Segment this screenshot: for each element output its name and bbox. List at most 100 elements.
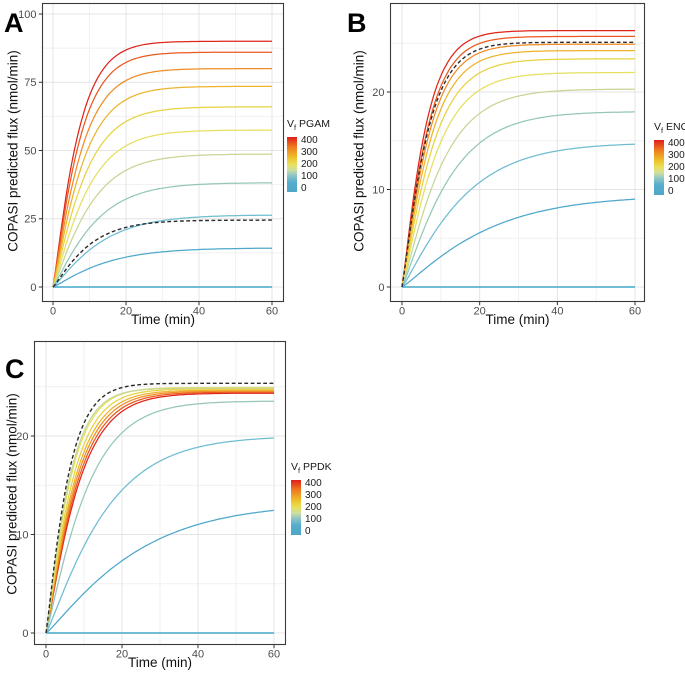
x-axis-title: Time (min) (131, 312, 195, 327)
y-tick-label: 10 (372, 184, 384, 196)
x-axis-title: Time (min) (128, 655, 192, 670)
legend-b: Vf ENO 400 300 200 100 0 (654, 121, 685, 198)
flux-curve (401, 58, 635, 288)
legend-tick-label: 300 (668, 150, 685, 162)
flux-curve (45, 390, 274, 634)
y-axis-title: COPASI predicted flux (nmol/min) (351, 50, 367, 252)
y-tick-label: 10 (16, 529, 28, 541)
y-tick-label: 25 (24, 214, 36, 226)
legend-a: Vf PGAM 400 300 200 100 0 (287, 118, 330, 195)
flux-curve (45, 509, 275, 634)
reference-curve (52, 219, 272, 288)
y-tick-label: 20 (372, 87, 384, 99)
flux-curve (45, 387, 274, 634)
flux-curve (401, 143, 636, 288)
flux-curve (45, 391, 274, 634)
legend-tick-label: 0 (301, 183, 307, 195)
legend-labels: 400 300 200 100 0 (668, 138, 685, 198)
x-tick-label: 20 (116, 649, 128, 661)
x-tick-label: 20 (120, 306, 132, 318)
x-tick-label: 0 (43, 649, 49, 661)
legend-colorbar (287, 137, 297, 193)
reference-curve (401, 41, 635, 288)
legend-tick-label: 400 (301, 135, 318, 147)
x-tick-label: 60 (268, 649, 280, 661)
legend-colorbar (291, 480, 301, 536)
flux-curve (52, 67, 272, 288)
y-axis-title: COPASI predicted flux (nmol/min) (4, 393, 20, 595)
legend-tick-label: 200 (301, 159, 318, 171)
flux-curve (401, 29, 635, 288)
panel-c: 0 20 40 60 0 10 20 C COPASI predicted flux (nm… (0, 338, 343, 677)
legend-tick-label: 100 (305, 514, 322, 526)
flux-curve (401, 49, 635, 288)
flux-curve (52, 214, 272, 288)
legend-tick-label: 100 (668, 174, 685, 186)
panel-border (33, 340, 287, 646)
legend-tick-label: 200 (668, 162, 685, 174)
flux-curve (52, 182, 272, 288)
panel-border (389, 2, 646, 303)
legend-tick-label: 300 (301, 147, 318, 159)
x-tick-label: 0 (399, 306, 405, 318)
panel-label-b: B (347, 8, 367, 38)
y-tick-label: 20 (16, 431, 28, 443)
flux-curve (45, 388, 274, 634)
x-tick-label: 40 (193, 306, 205, 318)
x-tick-label: 40 (551, 306, 563, 318)
x-tick-label: 20 (474, 306, 486, 318)
x-tick-label: 60 (629, 306, 641, 318)
x-tick-label: 60 (266, 306, 278, 318)
flux-curve (401, 35, 635, 288)
panel-label-c: C (5, 354, 25, 384)
flux-curve (52, 106, 272, 288)
plot-area-a: 0 20 40 60 0 25 50 75 100 (18, 2, 285, 318)
flux-curve (401, 71, 635, 288)
y-tick-label: 0 (30, 282, 36, 294)
flux-curve (52, 247, 272, 288)
flux-curve (52, 85, 272, 288)
legend-tick-label: 400 (305, 478, 322, 490)
legend-colorbar (654, 140, 664, 196)
x-axis-title: Time (min) (485, 312, 550, 327)
flux-curve (45, 389, 274, 634)
flux-curve (401, 198, 636, 288)
flux-curve (52, 51, 272, 288)
x-tick-label: 0 (50, 306, 56, 318)
plot-area-c: 0 20 40 60 0 10 20 (16, 340, 287, 661)
y-tick-label: 0 (22, 628, 28, 640)
panel-border (41, 2, 285, 303)
legend-title: Vf PGAM (287, 118, 330, 133)
y-tick-label: 75 (24, 77, 36, 89)
plot-area-b: 0 20 40 60 0 10 20 (372, 2, 646, 318)
flux-curve (401, 88, 635, 288)
flux-curve (401, 43, 635, 288)
legend-tick-label: 200 (305, 502, 322, 514)
legend-title: Vf ENO (654, 121, 685, 136)
panel-label-a: A (4, 8, 24, 38)
y-tick-label: 0 (378, 282, 384, 294)
legend-tick-label: 0 (668, 186, 674, 198)
legend-c: Vf PPDK 400 300 200 100 0 (291, 461, 332, 538)
panel-b: 0 20 40 60 0 10 20 B COPASI predicted flux (nm… (342, 0, 685, 339)
flux-curve (45, 392, 274, 634)
flux-curve (52, 129, 272, 288)
flux-curve (45, 437, 275, 634)
legend-tick-label: 300 (305, 490, 322, 502)
flux-curve (45, 400, 275, 634)
legend-labels: 400 300 200 100 0 (305, 478, 331, 538)
legend-tick-label: 400 (668, 138, 685, 150)
legend-labels: 400 300 200 100 0 (301, 135, 327, 195)
flux-curve (52, 153, 272, 288)
flux-curve (52, 40, 272, 288)
panel-a: 0 20 40 60 0 25 50 75 100 A COPASI predicted flu… (0, 0, 343, 339)
legend-tick-label: 100 (301, 171, 318, 183)
legend-tick-label: 0 (305, 526, 311, 538)
y-tick-label: 50 (24, 145, 36, 157)
x-tick-label: 40 (192, 649, 204, 661)
y-tick-label: 100 (18, 9, 36, 21)
flux-curve (401, 111, 635, 288)
legend-title: Vf PPDK (291, 461, 332, 476)
y-axis-title: COPASI predicted flux (nmol/min) (5, 50, 21, 252)
